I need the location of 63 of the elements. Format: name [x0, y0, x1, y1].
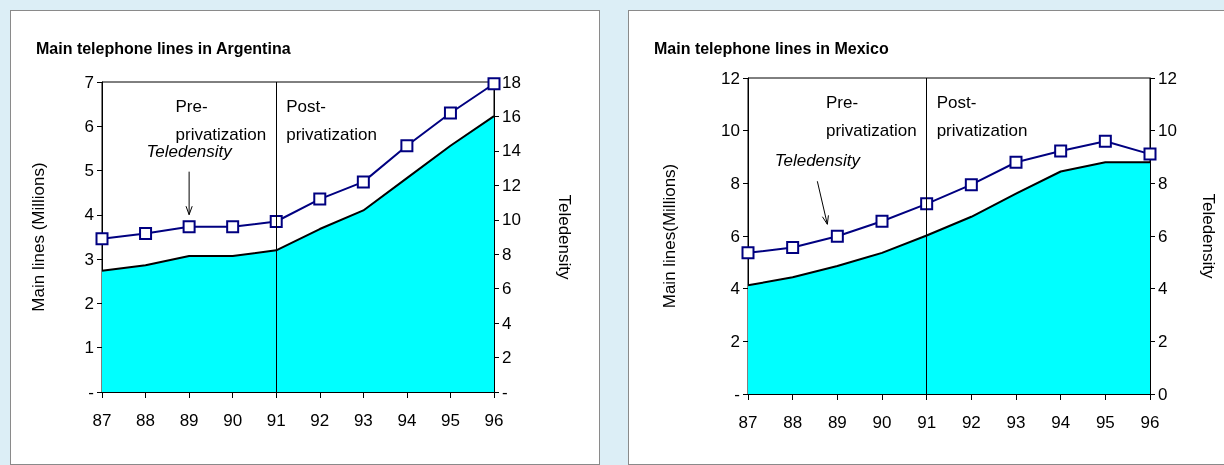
y2-tick-label: 16 [502, 106, 521, 126]
y-tick-label: 3 [84, 249, 94, 269]
y2-axis-title: Teledensity [1199, 193, 1218, 280]
x-tick-label: 95 [440, 411, 460, 430]
y-tick-label: 6 [730, 226, 740, 246]
text: Teledensity [774, 151, 862, 171]
x-tick-label: 89 [827, 413, 847, 432]
y2-tick-label: 12 [1158, 68, 1177, 88]
y-tick-label: 6 [84, 116, 94, 136]
y2-tick-label: 4 [1158, 279, 1168, 299]
y-tick-label: 12 [721, 68, 740, 88]
y2-tick-label: 4 [502, 313, 512, 333]
y-tick-label: - [734, 384, 740, 404]
x-tick-label: 94 [1051, 413, 1071, 432]
y-tick-label: 8 [730, 173, 740, 193]
x-tick-label: 96 [1140, 413, 1160, 432]
y-tick-label: 10 [721, 121, 740, 141]
y2-tick-label: 2 [502, 348, 512, 368]
y2-tick-label: 12 [502, 175, 521, 195]
y-tick-label: 5 [84, 161, 94, 181]
y-tick-label: - [88, 382, 94, 402]
x-tick-label: 94 [397, 411, 417, 430]
x-tick-label: 93 [1006, 413, 1026, 432]
x-tick-label: 91 [266, 411, 286, 430]
annotation: Post- privatization [286, 96, 377, 144]
x-tick-label: 87 [738, 413, 758, 432]
x-tick-label: 88 [783, 413, 803, 432]
x-tick-label: 92 [961, 413, 981, 432]
y2-tick-label: - [502, 382, 508, 402]
chart-title: Main telephone lines in Argentina [36, 39, 291, 57]
y-axis-title: Main lines(Millions) [660, 163, 679, 309]
y2-tick-label: 10 [502, 210, 521, 230]
y2-tick-label: 8 [1158, 173, 1168, 193]
y2-tick-label: 14 [502, 141, 521, 161]
y-tick-label: 1 [84, 338, 94, 358]
x-tick-label: 88 [136, 411, 156, 430]
annotation: Pre- privatization [825, 92, 917, 140]
y2-tick-label: 0 [1158, 384, 1168, 404]
y2-tick-label: 2 [1158, 331, 1168, 351]
y2-tick-label: 6 [1158, 226, 1168, 246]
x-tick-label: 92 [310, 411, 330, 430]
y2-tick-label: 18 [502, 72, 521, 92]
x-tick-label: 91 [917, 413, 937, 432]
annotation: Post- privatization [936, 92, 1028, 140]
x-tick-label: 89 [179, 411, 199, 430]
y-tick-label: 4 [84, 205, 94, 225]
x-tick-label: 87 [92, 411, 112, 430]
x-tick-label: 93 [353, 411, 373, 430]
y2-tick-label: 10 [1158, 121, 1177, 141]
x-tick-label: 96 [484, 411, 504, 430]
annotation: Pre- privatization [175, 96, 267, 144]
y2-tick-label: 8 [502, 244, 512, 264]
x-tick-label: 90 [872, 413, 892, 432]
chart-title: Main telephone lines in Mexico [654, 39, 889, 57]
y-axis-title: Main lines (Millions) [29, 162, 48, 312]
y2-tick-label: 6 [502, 279, 512, 299]
y2-axis-title: Teledensity [555, 194, 574, 281]
y-tick-label: 2 [730, 331, 740, 351]
y-tick-label: 7 [84, 72, 94, 92]
y-tick-label: 4 [730, 279, 740, 299]
y-tick-label: 2 [84, 293, 94, 313]
x-tick-label: 90 [223, 411, 243, 430]
x-tick-label: 95 [1095, 413, 1115, 432]
